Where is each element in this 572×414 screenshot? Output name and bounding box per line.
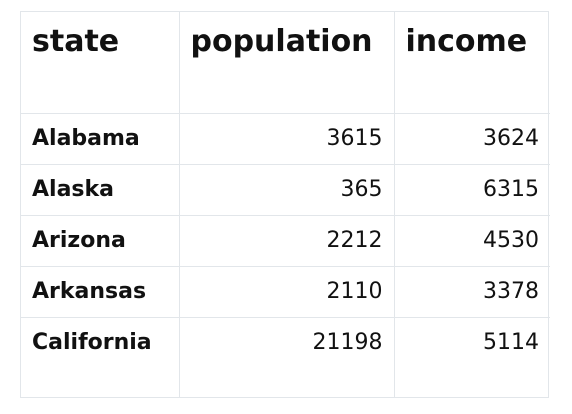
state-cell: Arizona [21, 215, 179, 267]
column-header-population: population [178, 12, 394, 114]
state-cell: Alabama [21, 113, 179, 165]
table-row: California 21198 5114 [21, 317, 550, 397]
population-cell: 365 [178, 164, 394, 216]
table-body: Alabama 3615 3624 Alaska 365 6315 Arizon… [21, 113, 550, 397]
population-cell: 21198 [178, 317, 394, 397]
state-cell: Alaska [21, 164, 179, 216]
table-header: state population income [21, 12, 550, 114]
table-row: Alaska 365 6315 [21, 164, 550, 216]
population-cell: 2110 [178, 266, 394, 318]
income-cell: 5114 [393, 317, 550, 397]
population-cell: 2212 [178, 215, 394, 267]
income-cell: 3624 [393, 113, 550, 165]
state-cell: California [32, 329, 152, 355]
header-row: state population income [21, 12, 550, 114]
population-cell: 3615 [178, 113, 394, 165]
table-row: Arkansas 2110 3378 [21, 266, 550, 318]
data-table-container: state population income Alabama 3615 362… [20, 11, 550, 398]
state-cell: Arkansas [21, 266, 179, 318]
data-table: state population income Alabama 3615 362… [21, 12, 550, 397]
column-header-income: income [393, 12, 550, 114]
income-cell: 3378 [393, 266, 550, 318]
income-cell: 6315 [393, 164, 550, 216]
column-header-state: state [21, 12, 179, 114]
table-row: Alabama 3615 3624 [21, 113, 550, 165]
table-row: Arizona 2212 4530 [21, 215, 550, 267]
income-cell: 4530 [393, 215, 550, 267]
